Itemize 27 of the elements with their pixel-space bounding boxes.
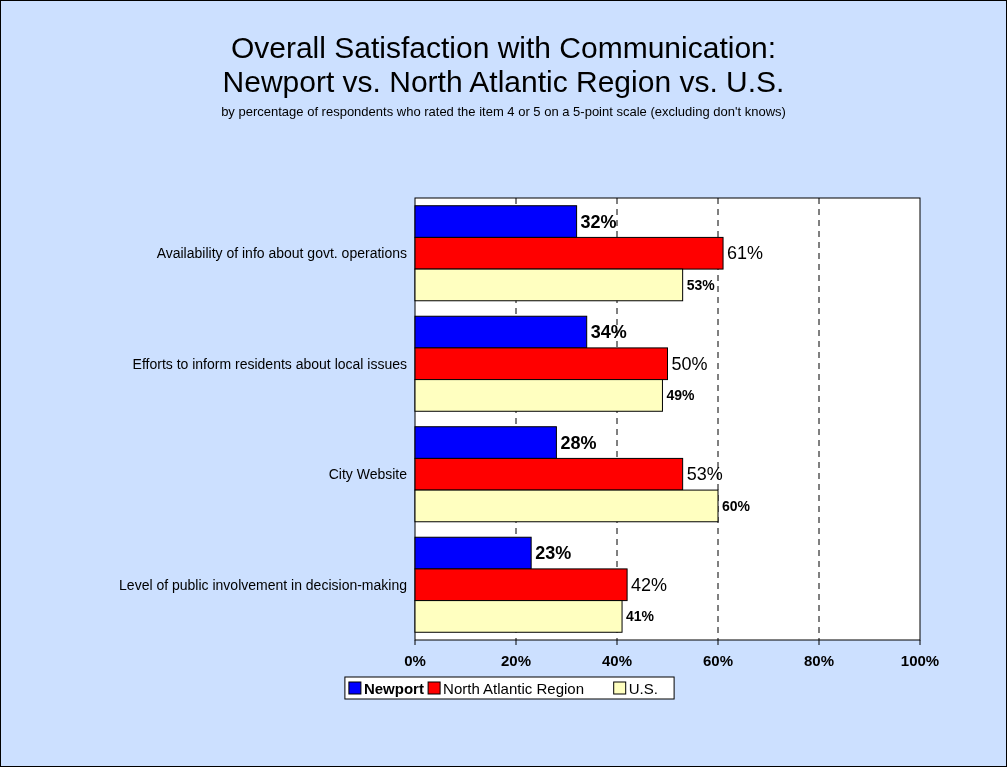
y-tick-label: Efforts to inform residents about local issues — [132, 355, 407, 372]
data-label: 60% — [722, 497, 751, 514]
legend-label: Newport — [363, 679, 424, 697]
data-label: 53% — [686, 276, 716, 293]
data-label: 32% — [580, 211, 617, 232]
data-label: 61% — [727, 243, 764, 264]
data-label: 49% — [666, 387, 696, 404]
data-label: 28% — [560, 432, 597, 453]
y-tick-label: Level of public involvement in decision-making — [119, 576, 407, 593]
data-label: 34% — [590, 322, 627, 343]
y-tick-label: Availability of info about govt. operations — [156, 245, 407, 262]
y-tick-label: City Website — [328, 466, 408, 483]
x-tick-label: 40% — [601, 652, 633, 669]
x-tick-label: 80% — [803, 652, 835, 669]
data-label: 50% — [671, 353, 708, 374]
legend-label: U.S. — [628, 679, 658, 697]
data-label: 42% — [631, 574, 668, 595]
x-tick-label: 60% — [702, 652, 734, 669]
legend-label: North Atlantic Region — [443, 679, 585, 697]
chart-subtitle: by percentage of respondents who rated the item 4 or 5 on a 5-point scale (excluding don't knows) — [221, 104, 786, 119]
chart-title: Overall Satisfaction with Communication: Newport vs. North Atlantic Region vs. U.S. — [222, 31, 785, 98]
data-label: 41% — [626, 608, 655, 625]
x-tick-label: 100% — [900, 652, 940, 669]
x-tick-label: 20% — [500, 652, 532, 669]
x-tick-label: 0% — [404, 652, 426, 669]
data-label: 53% — [686, 464, 723, 485]
data-label: 23% — [535, 543, 572, 564]
